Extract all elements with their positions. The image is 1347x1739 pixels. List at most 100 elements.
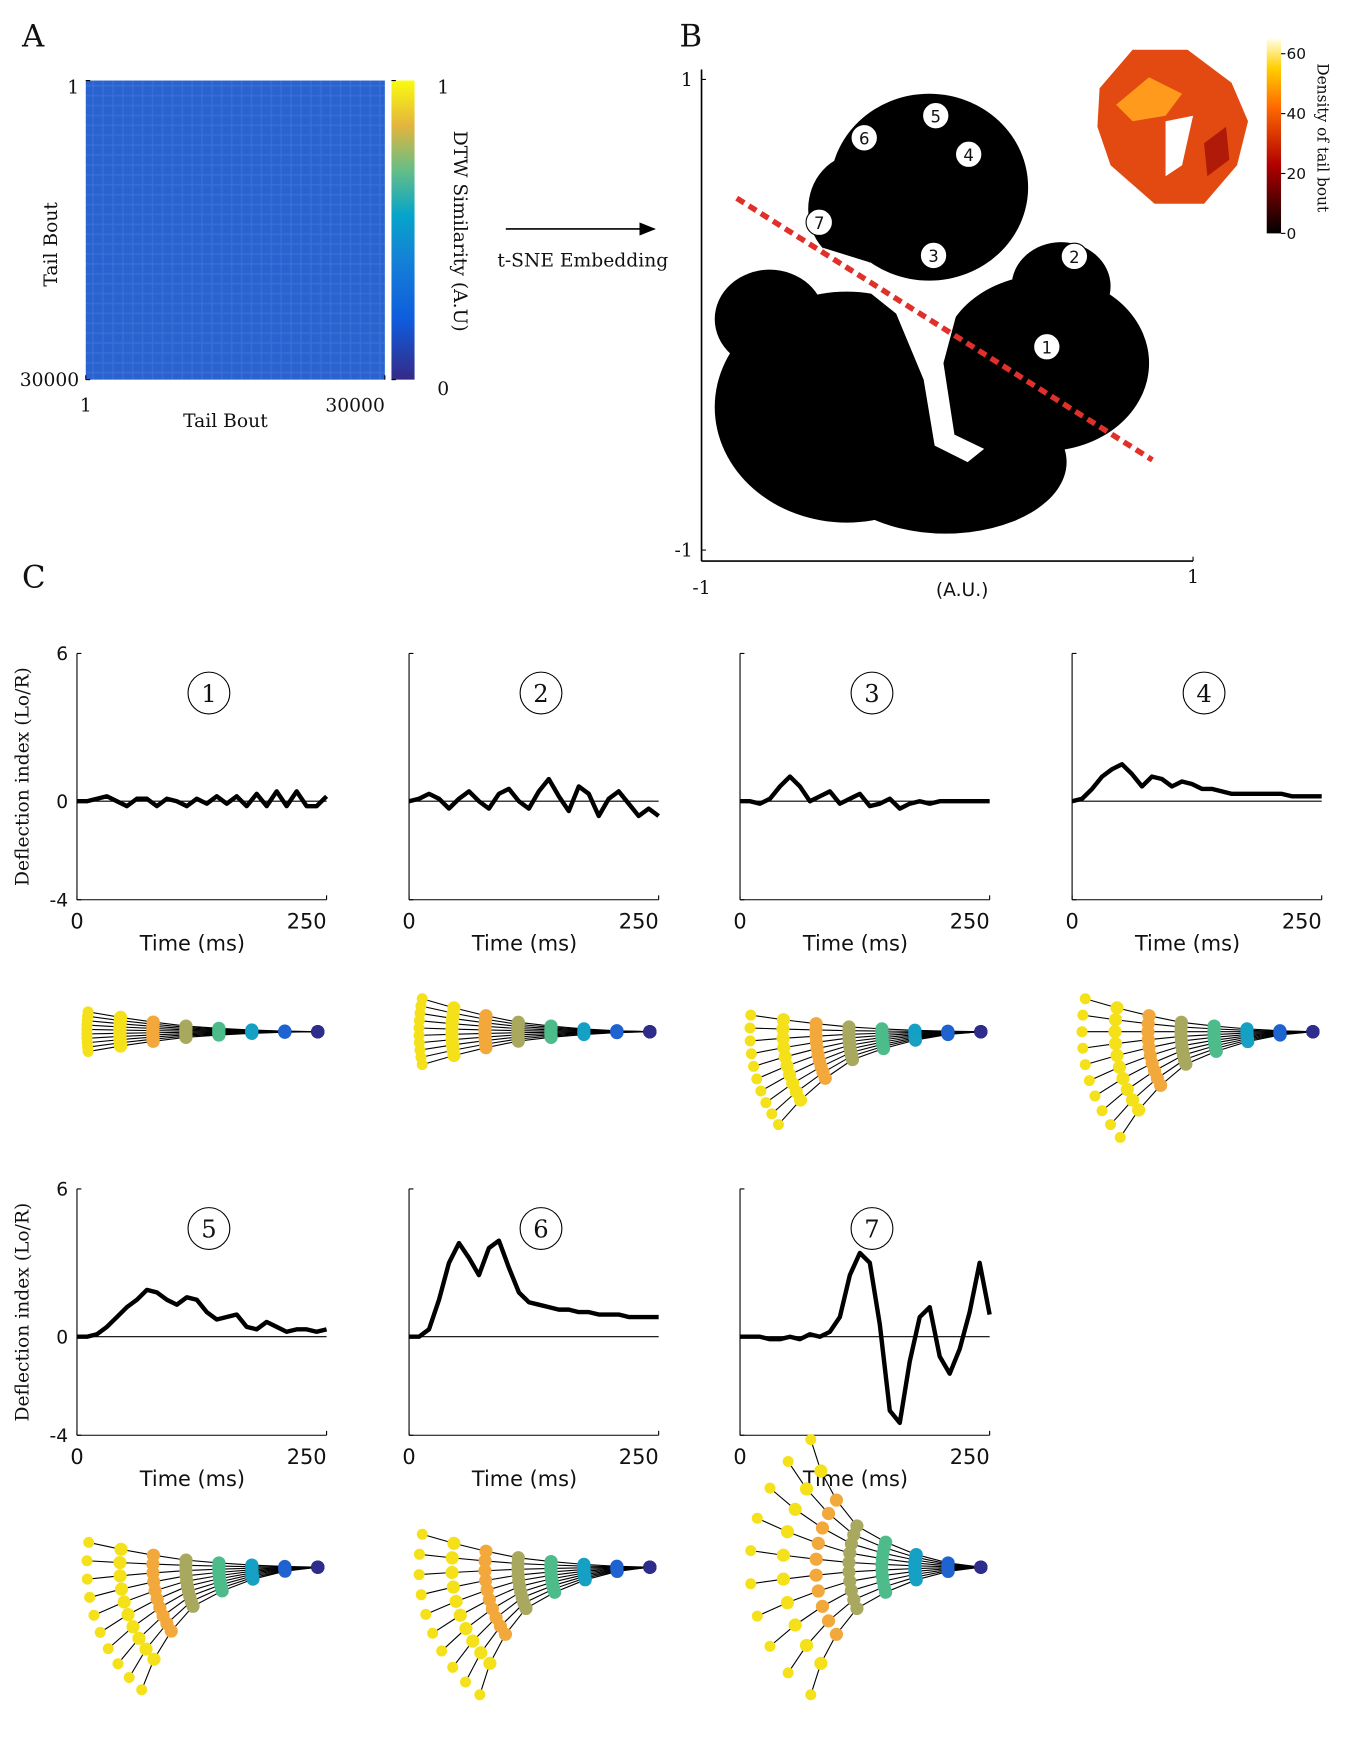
y-axis-label: Deflection index (Lo/R) — [13, 1203, 34, 1422]
tail-joint — [941, 1027, 955, 1042]
tail-joint — [610, 1026, 624, 1040]
tail-joint — [132, 1631, 146, 1645]
cluster-label: 7 — [814, 214, 825, 233]
tail-joint — [1241, 1034, 1255, 1049]
x-tick-label: 1 — [1187, 567, 1199, 588]
tail-joint — [113, 1569, 127, 1583]
line — [408, 776, 660, 819]
x-tick-label: 250 — [950, 1445, 990, 1469]
chart-title: 3 — [864, 680, 879, 708]
tail-joint — [447, 1536, 461, 1550]
x-tick-label: 250 — [287, 1445, 327, 1469]
tail-joint — [776, 1022, 790, 1036]
chart-title: 6 — [533, 1215, 548, 1243]
dashed-line — [735, 195, 1154, 463]
tail-joint — [427, 1627, 439, 1639]
tail-joint — [751, 1512, 763, 1524]
x-tick-label: 0 — [70, 909, 83, 933]
y-tick-label: 0 — [56, 1327, 68, 1348]
tail-joint — [842, 1555, 856, 1570]
tail-joint — [1116, 1071, 1130, 1086]
tail-joint — [805, 1434, 817, 1446]
tail-joint — [413, 1569, 425, 1581]
tail-joint — [811, 1584, 825, 1598]
colorbar-tick-label: 40 — [1287, 105, 1307, 123]
tail-joint — [445, 1565, 459, 1580]
tail-joint — [1120, 1082, 1134, 1097]
tail-joint — [577, 1027, 591, 1042]
colorbar-tick-label: 0 — [437, 379, 449, 400]
cluster-marker — [919, 241, 948, 270]
tail-joint — [102, 1643, 114, 1655]
x-axis-label: Time (ms) — [471, 1467, 577, 1491]
tail-joint — [117, 1595, 131, 1609]
y-tick-label: 1 — [67, 78, 79, 99]
tail-joint — [1114, 1131, 1126, 1143]
tail-joint — [474, 1646, 488, 1660]
tail-joint — [776, 1013, 791, 1027]
chart-title: 4 — [1196, 680, 1211, 708]
tail-joint — [766, 1108, 778, 1120]
tail-joint — [1089, 1090, 1101, 1102]
tail-joint — [643, 1025, 657, 1039]
tail-joint — [114, 1582, 129, 1596]
line — [740, 774, 990, 811]
x-axis-label: Time (ms) — [471, 931, 577, 955]
tail-joint — [447, 1661, 459, 1673]
tail-posture — [413, 993, 657, 1071]
colorbar-tick-label: 1 — [437, 78, 449, 99]
colorbar-tick-label: 0 — [1287, 225, 1297, 243]
tail-joint — [829, 1493, 844, 1507]
colorbar-label: Density of tail bout — [1313, 63, 1331, 213]
tail-joint — [782, 1667, 794, 1679]
tail-joint — [511, 1034, 525, 1048]
chart-title: 1 — [201, 680, 216, 708]
title-circle — [850, 671, 894, 715]
x-axis-label: Time (ms) — [139, 931, 245, 955]
tail-joint — [776, 1548, 791, 1562]
x-axis-label: Time (ms) — [139, 1467, 245, 1491]
tail-joint — [459, 1621, 473, 1636]
colorbar-label: DTW Similarity (A.U) — [449, 131, 470, 332]
tail-joint — [478, 1564, 492, 1578]
tail-joint — [112, 1658, 124, 1670]
tail-joint — [446, 1580, 460, 1594]
scatter-cloud — [714, 93, 1150, 534]
tail-posture — [1076, 993, 1320, 1143]
tail-joint — [179, 1030, 193, 1044]
annotation: t-SNE Embedding — [497, 250, 668, 271]
tail-joint — [821, 1506, 836, 1521]
line — [76, 789, 329, 809]
tail-joint — [146, 1034, 160, 1048]
tail-joint — [1125, 1093, 1140, 1107]
tail-joint — [113, 1039, 128, 1053]
panel-label: A — [21, 18, 45, 54]
tail-joint — [909, 1573, 923, 1587]
cluster-label: 5 — [930, 107, 941, 126]
title-circle — [850, 1207, 894, 1250]
tail-joint — [186, 1599, 200, 1613]
tail-posture — [413, 1528, 657, 1701]
cluster-label: 4 — [963, 146, 974, 165]
tail-joint — [415, 1589, 427, 1601]
tail-joint — [1108, 1013, 1123, 1027]
tail-joint — [974, 1560, 988, 1574]
tail-joint — [449, 1594, 463, 1608]
tail-joint — [744, 1022, 756, 1034]
tail-joint — [246, 1572, 260, 1586]
line — [409, 1238, 659, 1339]
x-axis-label: Time (ms) — [1134, 931, 1240, 955]
tail-joint — [483, 1656, 497, 1670]
x-tick-label: 250 — [950, 909, 990, 933]
x-tick-label: 0 — [733, 909, 746, 933]
tail-joint — [245, 1026, 259, 1040]
tail-joint — [745, 1578, 757, 1590]
y-tick-label: -1 — [675, 541, 693, 562]
tail-joint — [1110, 1001, 1124, 1015]
tail-joint — [1179, 1057, 1193, 1071]
tail-joint — [544, 1030, 558, 1044]
y-tick-label: 6 — [56, 1180, 68, 1201]
tail-joint — [1112, 1060, 1127, 1074]
